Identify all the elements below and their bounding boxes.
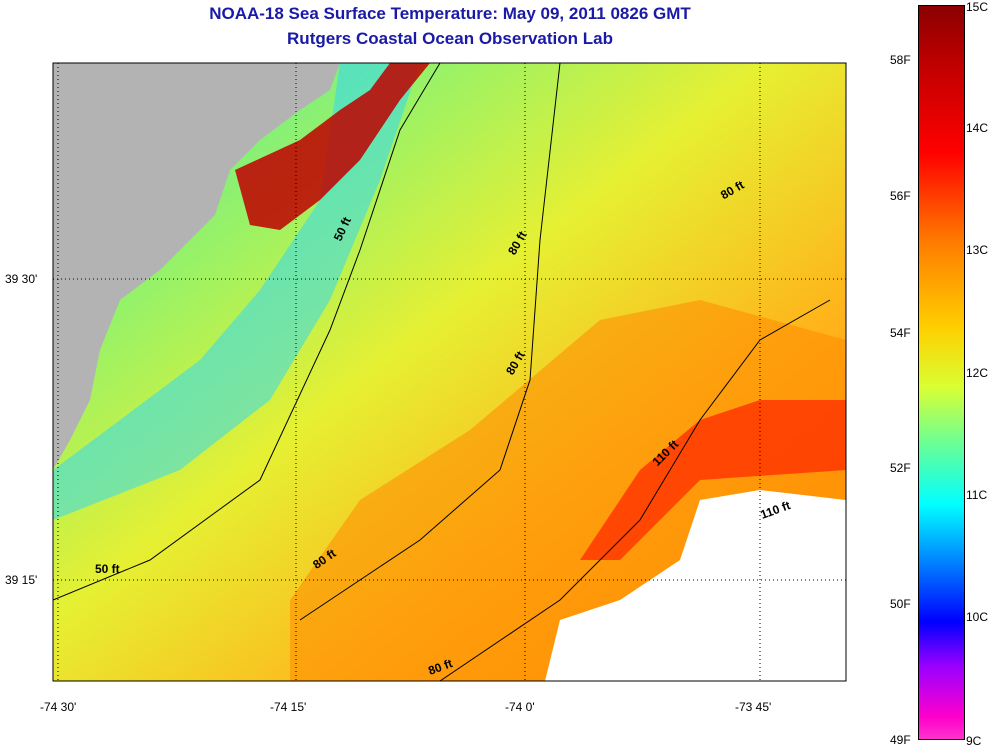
colorbar-fahrenheit-label: 54F xyxy=(890,326,911,340)
colorbar-fahrenheit-label: 52F xyxy=(890,461,911,475)
temperature-colorbar xyxy=(918,5,965,740)
colorbar-celsius-label: 14C xyxy=(966,121,989,135)
map-frame xyxy=(52,62,847,682)
lon-label: -74 0' xyxy=(505,700,535,714)
colorbar-celsius-label: 9C xyxy=(966,734,982,748)
colorbar-fahrenheit-label: 49F xyxy=(890,733,911,747)
map-title: NOAA-18 Sea Surface Temperature: May 09,… xyxy=(209,4,691,23)
colorbar-celsius-label: 15C xyxy=(966,0,989,14)
colorbar-celsius-label: 10C xyxy=(966,610,989,624)
contour-50ft xyxy=(53,63,441,601)
colorbar-celsius-label: 11C xyxy=(966,488,988,502)
map-subtitle: Rutgers Coastal Ocean Observation Lab xyxy=(287,29,613,48)
no-data-area xyxy=(545,490,846,681)
lon-label: -74 15' xyxy=(270,700,307,714)
colorbar-celsius-label: 12C xyxy=(966,366,989,380)
graticule xyxy=(53,63,846,681)
warm-coastal-streak xyxy=(235,63,430,230)
colorbar-fahrenheit-label: 56F xyxy=(890,189,911,203)
contour-label: 50 ft xyxy=(95,562,120,576)
land-new-jersey xyxy=(53,63,340,470)
contour-80ft xyxy=(299,63,561,621)
lon-label: -74 30' xyxy=(40,700,77,714)
colorbar-fahrenheit-label: 50F xyxy=(890,597,911,611)
lat-label: 39 30' xyxy=(5,272,38,286)
contour-110ft xyxy=(439,299,831,681)
lon-label: -73 45' xyxy=(735,700,772,714)
colorbar-celsius-label: 13C xyxy=(966,243,989,257)
hot-spot-region xyxy=(580,400,846,560)
lat-label: 39 15' xyxy=(5,573,38,587)
colorbar-fahrenheit-label: 58F xyxy=(890,53,911,67)
